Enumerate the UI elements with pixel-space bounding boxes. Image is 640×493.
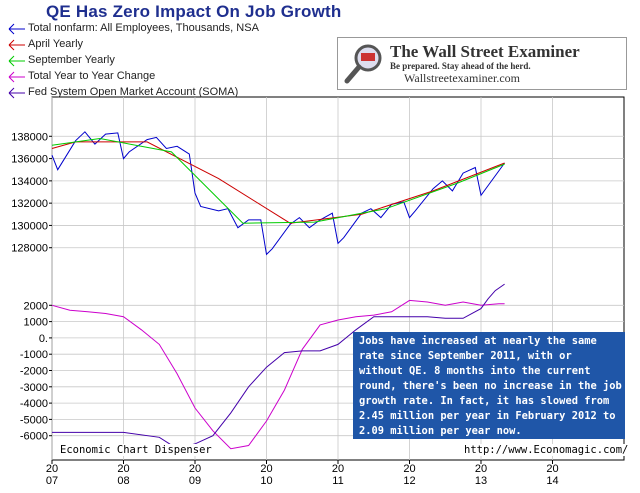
- x-tick-label-bottom: 13: [475, 475, 487, 487]
- x-tick-label-bottom: 10: [260, 475, 272, 487]
- x-tick-label-top: 20: [475, 463, 487, 475]
- y-tick-label: 0.: [39, 333, 48, 345]
- magnifier-icon: [344, 44, 382, 84]
- chart-title: QE Has Zero Impact On Job Growth: [46, 2, 342, 21]
- y-tick-label: 128000: [11, 243, 48, 255]
- y-tick-label: 132000: [11, 198, 48, 210]
- y-tick-label: 1000: [24, 317, 48, 329]
- y-tick-label: -6000: [20, 431, 48, 443]
- logo-tagline: Be prepared. Stay ahead of the herd.: [390, 61, 531, 71]
- series-line-total-nonfarm-all-employees-thousands-nsa: [51, 131, 506, 256]
- x-tick-label-bottom: 11: [332, 475, 343, 487]
- axes: 128000130000132000134000136000138000-600…: [11, 131, 558, 487]
- annotation-box: Jobs have increased at nearly the same r…: [353, 332, 625, 439]
- wall-street-examiner-logo: The Wall Street Examiner Be prepared. St…: [337, 37, 627, 90]
- credit-left: Economic Chart Dispenser: [58, 444, 214, 456]
- x-tick-label-top: 20: [403, 463, 415, 475]
- x-tick-label-bottom: 07: [46, 475, 58, 487]
- logo-site: Wallstreetexaminer.com: [404, 71, 520, 85]
- x-tick-label-top: 20: [189, 463, 201, 475]
- arrow-left-icon: [8, 39, 25, 51]
- legend-label: Total Year to Year Change: [28, 70, 156, 82]
- y-tick-label: 134000: [11, 176, 48, 188]
- legend-label: September Yearly: [28, 54, 115, 66]
- y-tick-label: -5000: [20, 414, 48, 426]
- x-tick-label-bottom: 08: [117, 475, 129, 487]
- series-line-september-yearly: [51, 137, 505, 224]
- x-tick-label-top: 20: [117, 463, 129, 475]
- x-tick-label-top: 20: [260, 463, 272, 475]
- y-tick-label: 130000: [11, 220, 48, 232]
- x-tick-label-bottom: 14: [546, 475, 558, 487]
- x-tick-label-top: 20: [546, 463, 558, 475]
- y-tick-label: -2000: [20, 366, 48, 378]
- x-tick-label-bottom: 09: [189, 475, 201, 487]
- y-tick-label: -4000: [20, 398, 48, 410]
- x-tick-label-top: 20: [332, 463, 344, 475]
- logo-name: The Wall Street Examiner: [390, 42, 580, 61]
- arrow-left-icon: [8, 71, 25, 83]
- arrow-left-icon: [8, 23, 25, 35]
- series-line-total-year-to-year-change: [51, 299, 505, 450]
- credit-right: http://www.Economagic.com/: [462, 444, 631, 456]
- arrow-left-icon: [8, 87, 25, 99]
- y-tick-label: 2000: [24, 300, 48, 312]
- arrow-left-icon: [8, 55, 25, 67]
- legend-label: Total nonfarm: All Employees, Thousands,…: [28, 22, 259, 34]
- x-tick-label-bottom: 12: [403, 475, 415, 487]
- legend-label: April Yearly: [28, 38, 84, 50]
- y-tick-label: -1000: [20, 349, 48, 361]
- y-tick-label: -3000: [20, 382, 48, 394]
- legend-label: Fed System Open Market Account (SOMA): [28, 86, 239, 98]
- series-line-april-yearly: [51, 141, 505, 224]
- x-tick-label-top: 20: [46, 463, 58, 475]
- y-tick-label: 136000: [11, 154, 48, 166]
- y-tick-label: 138000: [11, 131, 48, 143]
